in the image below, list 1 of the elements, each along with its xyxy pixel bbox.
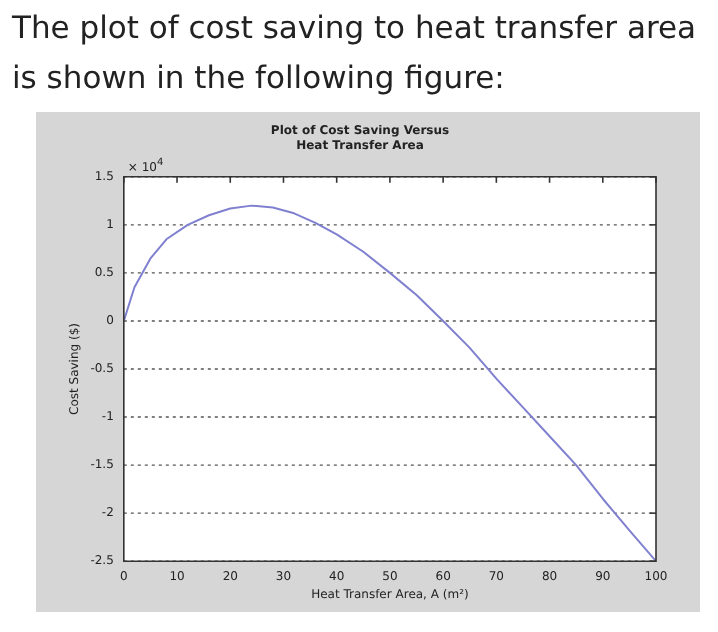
- chart-title: The plot of cost saving to heat transfer area is shown in the following figure:: [12, 8, 697, 100]
